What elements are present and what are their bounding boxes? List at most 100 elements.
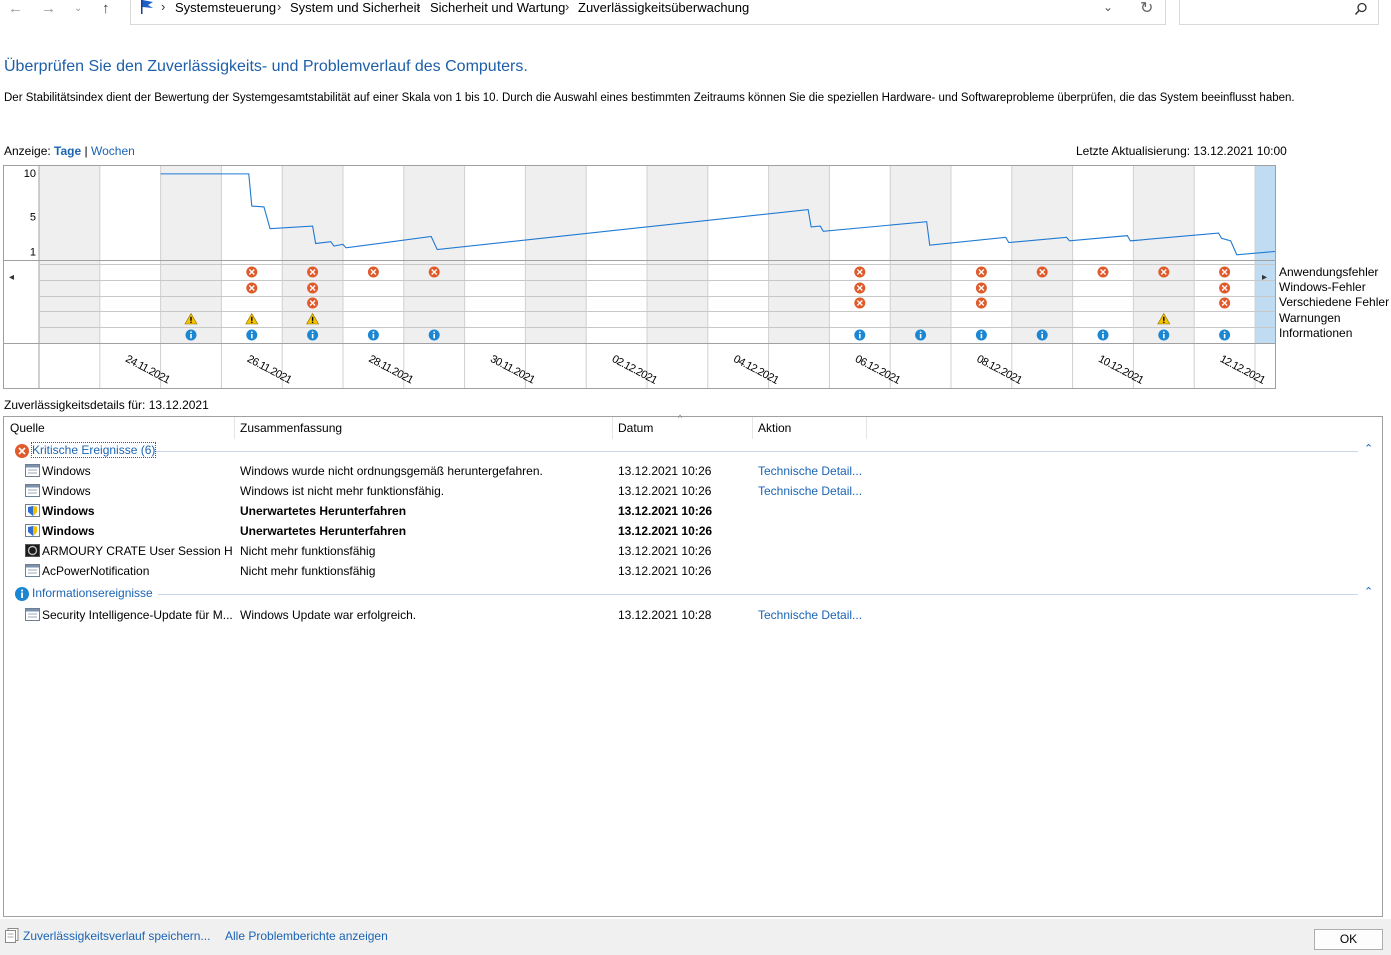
error-icon-mark bbox=[1039, 269, 1046, 275]
column-divider[interactable] bbox=[612, 417, 613, 439]
error-icon-mark bbox=[856, 269, 863, 275]
app-window-icon bbox=[25, 484, 40, 497]
x-tick-label: 12.12.2021 bbox=[1218, 353, 1267, 387]
search-box[interactable] bbox=[1179, 0, 1379, 25]
column-divider[interactable] bbox=[866, 417, 867, 439]
breadcrumb-separator-icon: › bbox=[565, 0, 570, 14]
save-history-link[interactable]: Zuverlässigkeitsverlauf speichern... bbox=[23, 929, 211, 943]
day-column-10.12.2021[interactable] bbox=[1072, 166, 1134, 343]
info-icon-dot bbox=[1163, 331, 1165, 333]
event-row-label: Anwendungsfehler bbox=[1279, 265, 1379, 279]
search-icon[interactable] bbox=[1354, 2, 1368, 16]
error-icon-mark bbox=[309, 285, 316, 291]
column-divider[interactable] bbox=[234, 417, 235, 439]
armoury-crate-icon bbox=[25, 544, 40, 557]
info-icon-mark bbox=[980, 334, 983, 339]
table-row[interactable]: AcPowerNotification Nicht mehr funktions… bbox=[4, 561, 1382, 581]
day-column-06.12.2021[interactable] bbox=[829, 166, 891, 343]
cell-summary: Unerwartetes Herunterfahren bbox=[240, 504, 407, 518]
day-column-29.11.2021[interactable] bbox=[403, 166, 465, 343]
cell-source: Windows bbox=[42, 504, 95, 518]
reliability-chart[interactable]: 10 5 1 24.11.2021 26.11.2021 28.11.2021 30.11.… bbox=[3, 165, 1276, 389]
ok-button[interactable]: OK bbox=[1314, 929, 1383, 950]
info-icon-dot bbox=[311, 331, 314, 333]
cell-source: Windows bbox=[42, 484, 91, 498]
collapse-chevron-icon[interactable]: ⌃ bbox=[1364, 586, 1374, 598]
table-row[interactable]: Security Intelligence-Update für M... Wi… bbox=[4, 605, 1382, 625]
error-icon-mark bbox=[1221, 285, 1228, 291]
table-row[interactable]: Windows Unerwartetes Herunterfahren 13.1… bbox=[4, 521, 1382, 541]
day-column-01.12.2021[interactable] bbox=[525, 166, 587, 343]
day-column-28.11.2021[interactable] bbox=[343, 166, 404, 343]
reliability-chart-svg[interactable]: 10 5 1 24.11.2021 26.11.2021 28.11.2021 30.11.… bbox=[4, 166, 1275, 388]
table-row[interactable]: Windows Windows ist nicht mehr funktions… bbox=[4, 481, 1382, 501]
error-icon-mark bbox=[978, 285, 985, 291]
group-critical-events[interactable]: Kritische Ereignisse (6) ⌃ bbox=[4, 442, 1382, 460]
up-arrow-icon[interactable]: ↑ bbox=[102, 0, 110, 17]
breadcrumb-zuverlaessigkeitsueberwachung[interactable]: Zuverlässigkeitsüberwachung bbox=[578, 0, 750, 15]
technical-details-link[interactable]: Technische Detail... bbox=[758, 484, 863, 498]
y-tick-label: 10 bbox=[24, 168, 36, 180]
cell-source: Windows bbox=[42, 524, 95, 538]
scroll-right-icon[interactable]: ▸ bbox=[1262, 272, 1267, 283]
table-row[interactable]: Windows Unerwartetes Herunterfahren 13.1… bbox=[4, 501, 1382, 521]
info-icon-mark bbox=[1041, 334, 1043, 339]
day-column-05.12.2021[interactable] bbox=[768, 166, 830, 343]
day-column-07.12.2021[interactable] bbox=[890, 166, 951, 343]
technical-details-link[interactable]: Technische Detail... bbox=[758, 608, 863, 622]
group-divider bbox=[158, 594, 1358, 595]
last-update-text: Letzte Aktualisierung: 13.12.2021 10:00 bbox=[1076, 144, 1287, 158]
view-weeks-link[interactable]: Wochen bbox=[90, 144, 135, 158]
cell-date: 13.12.2021 10:26 bbox=[618, 544, 712, 558]
scroll-left-icon[interactable]: ◂ bbox=[9, 272, 14, 283]
forward-arrow-icon[interactable]: → bbox=[41, 0, 56, 17]
table-row[interactable]: Windows Windows wurde nicht ordnungsgemä… bbox=[4, 461, 1382, 481]
footer-bar: Zuverlässigkeitsverlauf speichern... All… bbox=[0, 919, 1391, 955]
x-tick-label: 26.11.2021 bbox=[245, 353, 294, 386]
error-icon-mark bbox=[1221, 300, 1228, 306]
address-dropdown-icon[interactable]: ⌄ bbox=[1103, 0, 1114, 14]
column-header-aktion[interactable]: Aktion bbox=[758, 421, 792, 435]
view-all-reports-link[interactable]: Alle Problemberichte anzeigen bbox=[225, 929, 388, 943]
info-icon-mark bbox=[1223, 334, 1226, 339]
view-days-link[interactable]: Tage bbox=[54, 144, 82, 158]
table-header: Quelle Zusammenfassung Datum ^ Aktion bbox=[4, 413, 1382, 439]
breadcrumb-systemsteuerung[interactable]: Systemsteuerung bbox=[175, 0, 277, 15]
column-header-datum[interactable]: Datum bbox=[618, 421, 654, 435]
back-arrow-icon[interactable]: ← bbox=[8, 0, 23, 17]
address-bar[interactable]: › Systemsteuerung › System und Sicherhei… bbox=[130, 0, 1166, 25]
recent-pages-chevron-icon[interactable]: ⌄ bbox=[74, 3, 83, 14]
group-information-events[interactable]: Informationsereignisse ⌃ bbox=[4, 585, 1382, 603]
info-icon-dot bbox=[1041, 331, 1043, 333]
error-icon-mark bbox=[248, 269, 255, 275]
day-column-03.12.2021[interactable] bbox=[647, 166, 708, 343]
day-column-30.11.2021[interactable] bbox=[464, 166, 526, 343]
table-row[interactable]: ARMOURY CRATE User Session He... Nicht m… bbox=[4, 541, 1382, 561]
group-title-critical[interactable]: Kritische Ereignisse (6) bbox=[30, 442, 157, 458]
cell-source: AcPowerNotification bbox=[42, 564, 150, 578]
day-column-23.11.2021[interactable] bbox=[39, 166, 100, 343]
breadcrumb-system-und-sicherheit[interactable]: System und Sicherheit bbox=[290, 0, 421, 15]
day-column-04.12.2021[interactable] bbox=[707, 166, 769, 343]
breadcrumb-sicherheit-und-wartung[interactable]: Sicherheit und Wartung bbox=[430, 0, 566, 15]
refresh-icon[interactable]: ↻ bbox=[1140, 0, 1154, 17]
info-icon-dot bbox=[372, 331, 375, 333]
column-header-quelle[interactable]: Quelle bbox=[10, 421, 45, 435]
technical-details-link[interactable]: Technische Detail... bbox=[758, 464, 863, 478]
day-column-13.12.2021[interactable] bbox=[1255, 166, 1275, 343]
day-column-09.12.2021[interactable] bbox=[1011, 166, 1073, 343]
cell-summary: Windows ist nicht mehr funktionsfähig. bbox=[240, 484, 445, 498]
error-icon-mark bbox=[978, 300, 985, 306]
group-title-information[interactable]: Informationsereignisse bbox=[32, 586, 153, 600]
breadcrumb-separator-icon: › bbox=[416, 0, 421, 14]
day-column-08.12.2021[interactable] bbox=[951, 166, 1012, 343]
column-header-zusammenfassung[interactable]: Zusammenfassung bbox=[240, 421, 343, 435]
day-column-24.11.2021[interactable] bbox=[99, 166, 161, 343]
collapse-chevron-icon[interactable]: ⌃ bbox=[1364, 443, 1374, 455]
day-column-02.12.2021[interactable] bbox=[586, 166, 647, 343]
search-input[interactable] bbox=[1184, 1, 1348, 17]
event-row-label: Warnungen bbox=[1279, 311, 1341, 325]
error-icon-mark bbox=[1100, 269, 1106, 275]
info-icon-dot bbox=[859, 331, 861, 333]
column-divider[interactable] bbox=[752, 417, 753, 439]
